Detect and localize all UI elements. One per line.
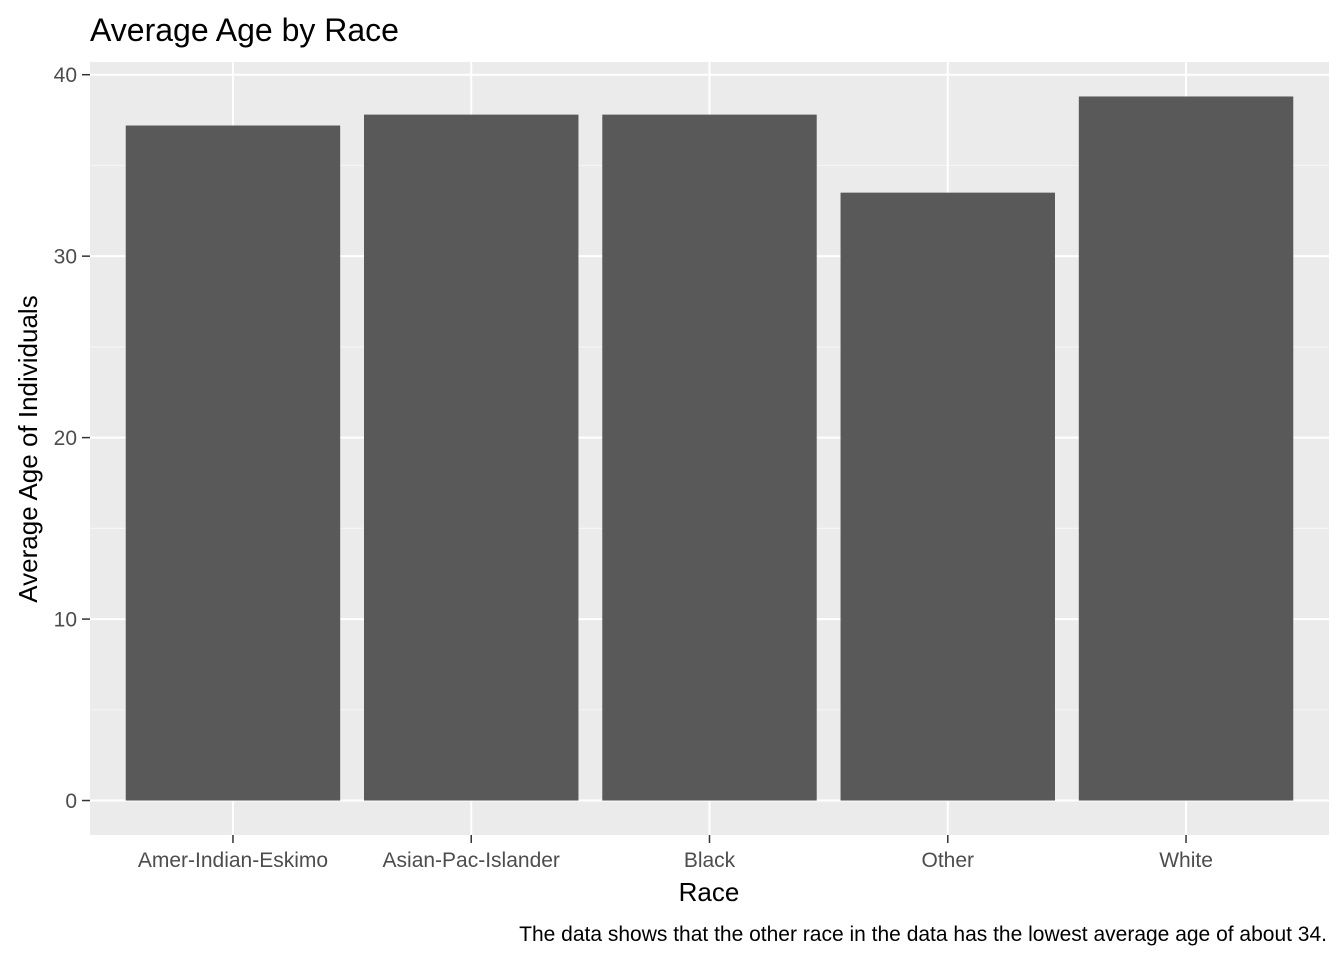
bar-amer-indian-eskimo — [125, 125, 341, 801]
x-tick-label: Black — [684, 849, 736, 872]
bar-white — [1078, 96, 1294, 801]
x-tick-label: Other — [922, 849, 975, 872]
y-tick-label: 30 — [54, 246, 77, 269]
x-axis-title: Race — [679, 877, 740, 907]
x-axis: Amer-Indian-Eskimo Asian-Pac-Islander Blac… — [138, 835, 1213, 872]
bars — [125, 96, 1294, 801]
y-tick-label: 20 — [54, 427, 77, 450]
y-tick-label: 40 — [54, 64, 77, 87]
x-tick-label: Amer-Indian-Eskimo — [138, 849, 328, 872]
bar-other — [840, 192, 1055, 801]
y-axis: 0 10 20 30 40 — [54, 64, 90, 813]
bar-asian-pac-islander — [364, 114, 579, 801]
y-tick-label: 0 — [65, 790, 77, 813]
chart-title: Average Age by Race — [90, 12, 399, 48]
y-tick-label: 10 — [54, 609, 77, 632]
bar-black — [602, 114, 817, 801]
y-axis-title: Average Age of Individuals — [13, 295, 43, 602]
x-tick-label: Asian-Pac-Islander — [383, 849, 560, 872]
x-tick-label: White — [1159, 849, 1213, 872]
chart-caption: The data shows that the other race in th… — [519, 923, 1327, 946]
